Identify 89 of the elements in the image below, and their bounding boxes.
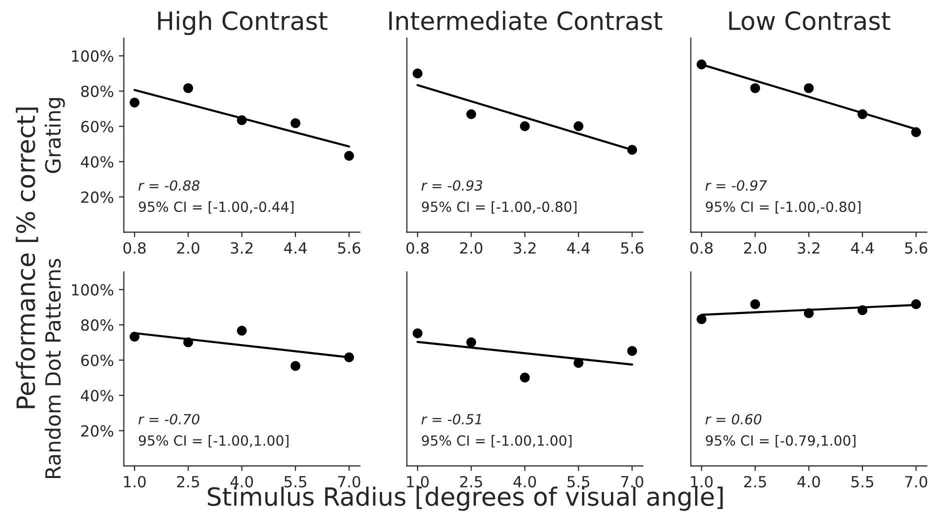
y-tick-label: 40% (80, 390, 114, 402)
x-tick-label: 1.0 (124, 476, 146, 488)
annotation: 95% CI = [-1.00,1.00] (138, 435, 288, 448)
x-tick-label: 5.5 (284, 476, 306, 488)
x-tick-label: 4.4 (851, 242, 874, 254)
x-tick-label: 0.8 (406, 242, 429, 254)
point (520, 121, 530, 132)
annotation: r = -0.51 (421, 414, 482, 424)
x-tick-label: 3.2 (230, 242, 252, 254)
point (750, 299, 760, 310)
y-axis-title: Random Dot Patterns (44, 258, 61, 478)
x-tick-label: 2.0 (460, 242, 482, 254)
point (183, 337, 194, 348)
x-tick-label: 4.4 (567, 242, 590, 254)
point (236, 326, 247, 336)
annotation: r = -0.88 (138, 180, 200, 191)
x-tick-label: 7.0 (621, 476, 644, 488)
y-tick-label: 60% (81, 120, 114, 132)
x-tick-label: 5.5 (568, 476, 590, 488)
point (236, 115, 247, 126)
point (696, 314, 706, 324)
x-tick-label: 4.4 (284, 242, 307, 254)
point (627, 346, 638, 356)
point (911, 127, 921, 138)
annotation: 95% CI = [-1.00,1.00] (422, 435, 572, 448)
x-tick-label: 3.2 (798, 242, 820, 254)
text: Performance [% correct] (16, 108, 38, 408)
y-tick-label: 100% (72, 50, 114, 62)
x-tick-label: 2.5 (460, 476, 482, 488)
point (574, 358, 584, 368)
y-tick-label: 20% (81, 191, 114, 203)
x-tick-label: 7.0 (338, 476, 360, 488)
chart-title: Low Contrast (729, 11, 890, 30)
chart-title: Intermediate Contrast (389, 10, 662, 30)
x-tick-label: 1.0 (691, 476, 713, 488)
y-tick-label: 40% (80, 156, 114, 168)
point (130, 98, 140, 108)
point (574, 121, 584, 132)
annotation: 95% CI = [-0.79,1.00] (706, 435, 856, 448)
annotation: r = -0.97 (705, 180, 767, 191)
chart-title: High Contrast (158, 10, 328, 36)
x-tick-label: 5.6 (621, 242, 644, 254)
x-tick-label: 2.5 (177, 476, 200, 488)
point (466, 337, 476, 348)
x-tick-label: 1.0 (407, 476, 429, 488)
point (344, 150, 354, 161)
x-tick-label: 4.0 (513, 476, 536, 488)
annotation: 95% CI = [-1.00,-0.80] (422, 201, 576, 214)
point (750, 83, 760, 94)
x-tick-label: 2.5 (744, 476, 766, 488)
text: Stimulus Radius [degrees of visual angle] (208, 486, 723, 511)
point (183, 83, 194, 94)
point (344, 352, 354, 362)
annotation: r = 0.60 (705, 414, 762, 424)
point (290, 118, 300, 128)
x-tick-label: 3.2 (514, 242, 536, 254)
x-tick-label: 5.6 (338, 242, 360, 254)
y-tick-label: 20% (81, 425, 114, 437)
x-tick-label: 7.0 (905, 476, 928, 488)
point (290, 361, 300, 371)
point (412, 328, 422, 338)
x-tick-label: 2.0 (177, 242, 200, 254)
x-tick-label: 0.8 (123, 242, 146, 254)
point (130, 332, 140, 342)
x-tick-label: 5.5 (851, 476, 874, 488)
x-tick-label: 4.0 (230, 476, 253, 488)
point (911, 299, 921, 310)
annotation: 95% CI = [-1.00,-0.44] (138, 201, 294, 214)
x-tick-label: 0.8 (690, 242, 713, 254)
y-tick-label: 80% (81, 319, 114, 331)
point (858, 305, 868, 316)
annotation: r = -0.70 (138, 414, 200, 424)
annotation: r = -0.93 (421, 180, 482, 191)
point (412, 68, 422, 78)
point (466, 109, 476, 120)
point (804, 308, 814, 318)
x-tick-label: 2.0 (744, 242, 766, 254)
x-tick-label: 4.0 (797, 476, 820, 488)
point (858, 109, 868, 120)
point (696, 60, 706, 70)
point (520, 372, 530, 382)
y-tick-label: 80% (81, 86, 114, 98)
y-axis-title: Grating (44, 98, 65, 173)
y-tick-label: 60% (81, 354, 114, 366)
x-tick-label: 5.6 (905, 242, 928, 254)
y-tick-label: 100% (72, 284, 114, 296)
point (627, 144, 638, 155)
point (804, 83, 814, 94)
annotation: 95% CI = [-1.00,-0.80] (706, 201, 860, 214)
